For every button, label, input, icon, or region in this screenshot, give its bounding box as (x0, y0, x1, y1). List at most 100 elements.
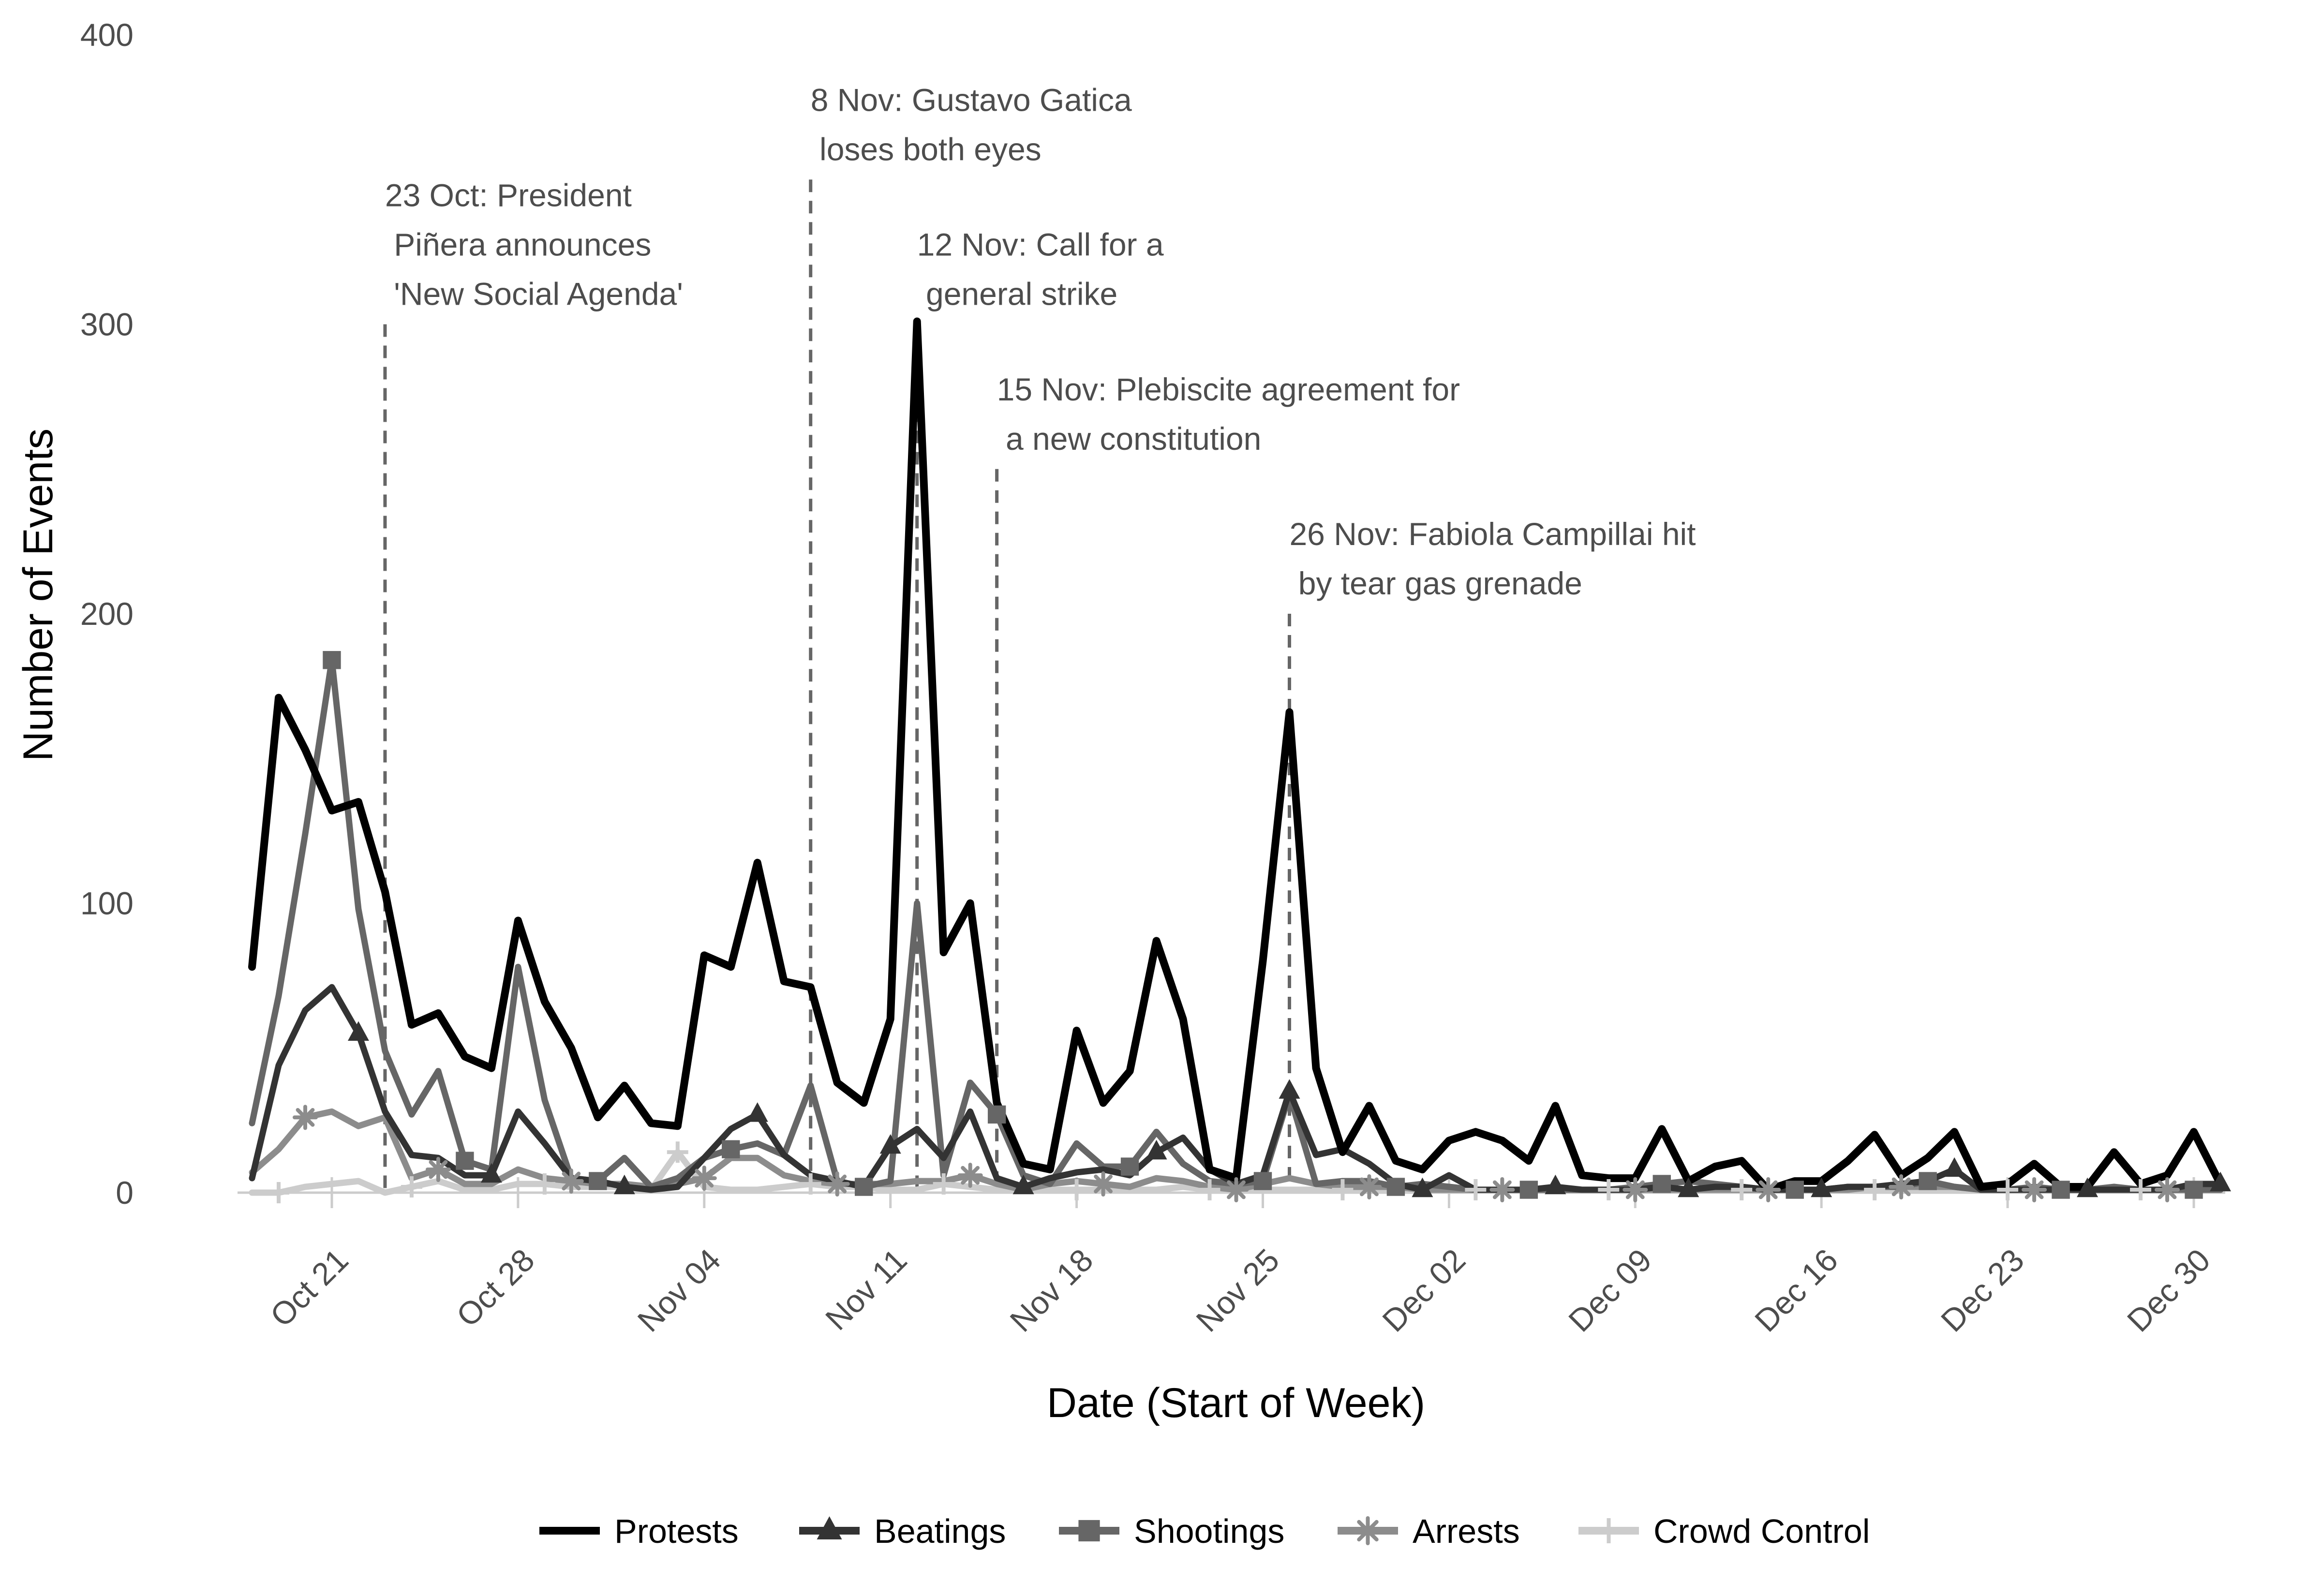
x-tick-label: Dec 16 (1748, 1242, 1845, 1339)
event-annotation-line: Piñera announces (385, 227, 651, 263)
data-point-crowd-control (2130, 1179, 2152, 1201)
x-tick-label: Oct 21 (263, 1242, 355, 1334)
data-point-beatings (2077, 1177, 2099, 1197)
data-point-shootings (1253, 1172, 1272, 1190)
y-tick-label: 100 (80, 886, 134, 921)
event-annotation-line: 8 Nov: Gustavo Gatica (811, 82, 1132, 118)
data-point-arrests (425, 1157, 451, 1182)
legend-label: Arrests (1413, 1512, 1520, 1550)
event-annotation-line: 12 Nov: Call for a (917, 227, 1164, 263)
data-point-crowd-control (1997, 1179, 2019, 1201)
data-point-arrests (2022, 1177, 2047, 1203)
legend-item-beatings: Beatings (799, 1512, 1006, 1550)
y-axis-tick-labels: 0 100 200 300 400 (80, 17, 134, 1211)
x-tick-label: Dec 02 (1375, 1242, 1472, 1339)
series-line-shootings (249, 657, 2224, 1193)
data-point-arrests (292, 1105, 318, 1130)
legend-label: Protests (614, 1512, 739, 1550)
x-tick-label: Nov 18 (1003, 1242, 1100, 1339)
data-point-arrests (2155, 1177, 2180, 1203)
data-point-shootings (854, 1178, 873, 1196)
data-point-crowd-control (1731, 1179, 1753, 1201)
legend-item-protests: Protests (539, 1512, 739, 1550)
legend: Protests Beatings Shootings Arrests Crowd Co… (539, 1512, 1870, 1550)
data-point-crowd-control (1598, 1179, 1620, 1201)
legend-key-marker (1596, 1518, 1622, 1543)
data-point-shootings (1652, 1175, 1671, 1193)
event-annotation: 26 Nov: Fabiola Campillai hit by tear ga… (1289, 516, 1696, 601)
data-point-shootings (1919, 1172, 1937, 1190)
data-point-shootings (589, 1172, 607, 1190)
x-tick-label: Nov 25 (1189, 1242, 1286, 1339)
data-point-beatings (613, 1174, 635, 1195)
event-annotation: 15 Nov: Plebiscite agreement for a new c… (997, 371, 1460, 457)
data-point-shootings (1386, 1178, 1405, 1196)
y-tick-label: 200 (80, 596, 134, 632)
legend-key-marker (1078, 1520, 1100, 1542)
x-tick-label: Dec 09 (1562, 1242, 1658, 1339)
data-point-arrests (691, 1166, 717, 1191)
event-annotation-line: 'New Social Agenda' (385, 276, 683, 312)
data-point-beatings (1412, 1177, 1433, 1197)
data-point-shootings (722, 1140, 740, 1158)
legend-label: Beatings (874, 1512, 1006, 1550)
data-point-arrests (957, 1163, 983, 1188)
data-point-beatings (480, 1163, 502, 1183)
legend-item-shootings: Shootings (1059, 1512, 1284, 1550)
data-point-beatings (1279, 1079, 1300, 1099)
event-annotation: 8 Nov: Gustavo Gatica loses both eyes (811, 82, 1132, 167)
data-point-crowd-control (800, 1173, 821, 1195)
data-point-arrests (558, 1168, 584, 1194)
event-annotation: 12 Nov: Call for a general strike (917, 227, 1164, 312)
data-point-beatings (1012, 1174, 1034, 1195)
data-point-shootings (2052, 1181, 2070, 1199)
data-point-shootings (1120, 1157, 1139, 1176)
data-point-crowd-control (667, 1141, 688, 1163)
event-reference-lines (383, 179, 1291, 1193)
data-point-beatings (1545, 1174, 1566, 1195)
event-annotation-line: loses both eyes (811, 131, 1042, 167)
event-annotations: 23 Oct: President Piñera announces 'New … (385, 82, 1696, 601)
x-axis-title: Date (Start of Week) (1047, 1380, 1425, 1426)
data-point-crowd-control (268, 1182, 289, 1203)
data-point-beatings (746, 1102, 768, 1122)
data-point-beatings (2210, 1171, 2231, 1192)
event-annotation-line: 23 Oct: President (385, 177, 632, 213)
data-point-crowd-control (1199, 1179, 1221, 1201)
data-point-shootings (987, 1105, 1006, 1124)
event-annotation-line: general strike (917, 276, 1118, 312)
data-point-crowd-control (1066, 1179, 1087, 1201)
data-point-arrests (1090, 1171, 1116, 1197)
data-point-crowd-control (1332, 1179, 1354, 1201)
data-point-arrests (1889, 1174, 1914, 1200)
y-tick-label: 0 (116, 1175, 134, 1211)
data-point-arrests (824, 1171, 850, 1197)
data-point-arrests (1622, 1177, 1648, 1203)
event-annotation-line: by tear gas grenade (1289, 565, 1582, 601)
data-point-shootings (323, 651, 341, 669)
legend-label: Shootings (1134, 1512, 1284, 1550)
data-point-crowd-control (401, 1176, 422, 1198)
data-point-crowd-control (1465, 1179, 1487, 1201)
data-point-arrests (1223, 1177, 1249, 1203)
y-tick-label: 400 (80, 17, 134, 53)
x-tick-label: Nov 11 (819, 1242, 914, 1337)
data-point-shootings (1786, 1181, 1804, 1199)
data-point-shootings (1519, 1181, 1538, 1199)
legend-key-marker (817, 1516, 842, 1539)
data-point-beatings (1811, 1177, 1832, 1197)
x-tick-label: Oct 28 (449, 1242, 541, 1334)
y-axis-title: Number of Events (15, 429, 61, 761)
data-point-crowd-control (534, 1173, 555, 1195)
data-point-beatings (1146, 1139, 1167, 1160)
data-point-beatings (347, 1021, 369, 1041)
data-point-crowd-control (933, 1173, 954, 1195)
data-point-crowd-control (1864, 1179, 1886, 1201)
x-tick-label: Dec 30 (2120, 1242, 2217, 1339)
data-point-shootings (456, 1152, 474, 1170)
event-annotation-line: a new constitution (997, 421, 1262, 457)
data-point-arrests (1356, 1174, 1382, 1200)
event-annotation-line: 15 Nov: Plebiscite agreement for (997, 371, 1460, 407)
series-markers (268, 651, 2231, 1203)
